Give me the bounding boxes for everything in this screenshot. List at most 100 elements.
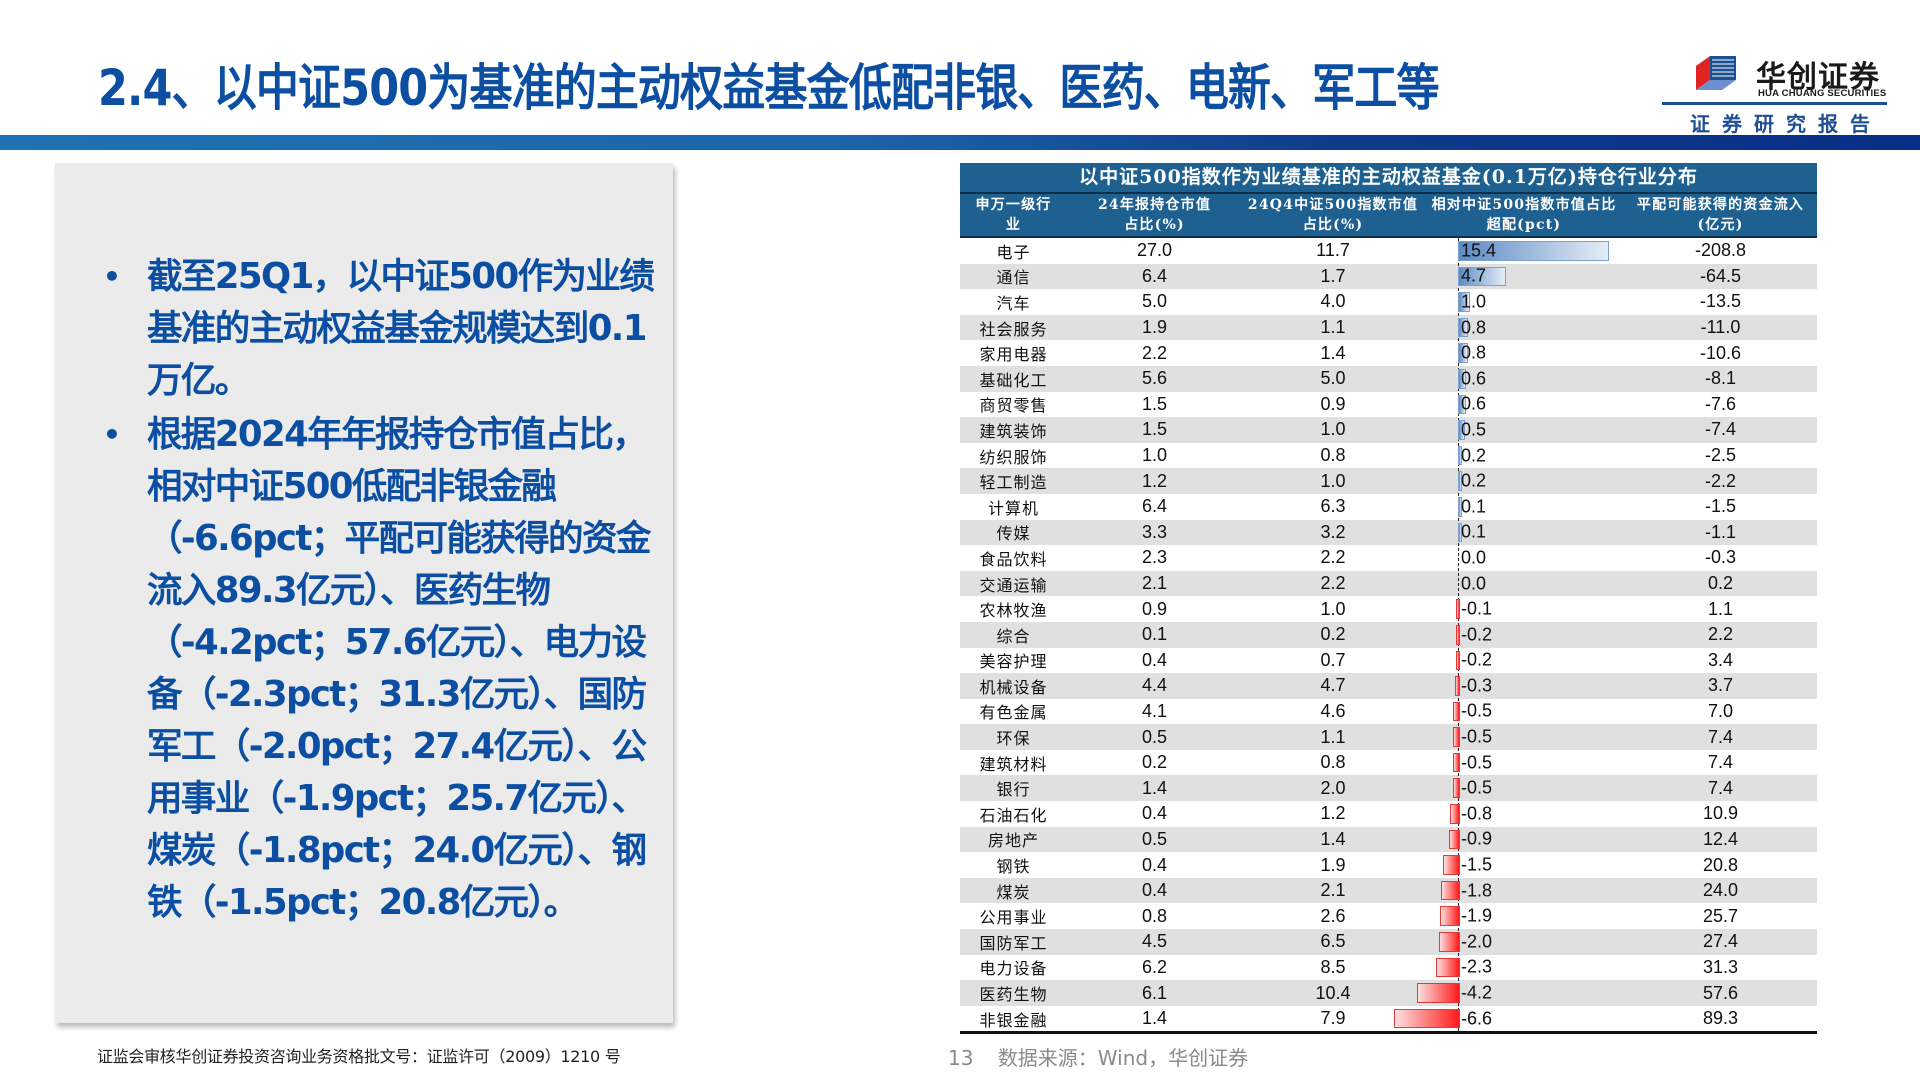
fund-weight-cell: 2.3 bbox=[1141, 547, 1168, 568]
fund-weight-cell: 6.2 bbox=[1141, 956, 1168, 977]
table-row: 医药生物 6.1 10.4 -4.2 57.6 bbox=[960, 980, 1817, 1006]
overweight-cell: 0.0 bbox=[1424, 571, 1624, 597]
fund-weight-cell: 1.4 bbox=[1141, 1008, 1168, 1029]
table-row: 基础化工 5.6 5.0 0.6 -8.1 bbox=[960, 365, 1817, 392]
data-bar bbox=[1458, 522, 1462, 543]
table-row: 美容护理 0.4 0.7 -0.2 3.4 bbox=[960, 648, 1817, 674]
fund-weight-cell: 0.2 bbox=[1141, 752, 1168, 773]
overweight-cell: 0.6 bbox=[1424, 366, 1624, 392]
overweight-value: -0.5 bbox=[1461, 752, 1493, 773]
overweight-value: 0.6 bbox=[1461, 368, 1487, 389]
overweight-value: -2.3 bbox=[1461, 956, 1493, 977]
inflow-cell: -8.1 bbox=[1704, 368, 1737, 389]
table-row: 交通运输 2.1 2.2 0.0 0.2 bbox=[960, 570, 1817, 597]
overweight-cell: 0.6 bbox=[1424, 392, 1624, 418]
industry-cell: 环保 bbox=[996, 729, 1031, 749]
index-weight-cell: 6.5 bbox=[1320, 931, 1346, 952]
index-weight-cell: 1.1 bbox=[1320, 726, 1346, 747]
table-row: 计算机 6.4 6.3 0.1 -1.5 bbox=[960, 494, 1817, 520]
inflow-cell: -10.6 bbox=[1699, 342, 1742, 363]
data-bar bbox=[1458, 420, 1465, 440]
bullet-item: • 截至25Q1，以中证500作为业绩基准的主动权益基金规模达到0.1万亿。 bbox=[103, 251, 663, 407]
industry-cell: 汽车 bbox=[996, 293, 1031, 313]
table-row: 轻工制造 1.2 1.0 0.2 -2.2 bbox=[960, 468, 1817, 494]
index-weight-cell: 11.7 bbox=[1316, 240, 1350, 261]
data-bar bbox=[1435, 957, 1460, 978]
fund-weight-cell: 6.1 bbox=[1141, 982, 1168, 1003]
index-weight-cell: 2.1 bbox=[1320, 880, 1346, 901]
index-weight-cell: 2.0 bbox=[1320, 777, 1346, 798]
index-weight-cell: 0.8 bbox=[1320, 752, 1346, 773]
industry-cell: 通信 bbox=[996, 268, 1031, 288]
data-bar bbox=[1458, 343, 1468, 363]
index-weight-cell: 1.0 bbox=[1320, 598, 1346, 619]
industry-cell: 综合 bbox=[996, 626, 1031, 646]
industry-cell: 国防军工 bbox=[979, 933, 1048, 953]
col-header-overweight: 相对中证500指数市值占比 超配(pct) bbox=[1431, 197, 1617, 233]
data-source: 13 数据来源：Wind，华创证券 bbox=[948, 1042, 1248, 1071]
overweight-value: 0.1 bbox=[1461, 496, 1487, 517]
data-bar bbox=[1438, 932, 1460, 952]
overweight-value: -1.8 bbox=[1461, 880, 1493, 901]
summary-panel: • 截至25Q1，以中证500作为业绩基准的主动权益基金规模达到0.1万亿。 •… bbox=[55, 163, 673, 1023]
bullet-text: 根据2024年年报持仓市值占比，相对中证500低配非银金融（-6.6pct；平配… bbox=[147, 414, 651, 923]
fund-weight-cell: 1.2 bbox=[1141, 470, 1168, 491]
index-weight-cell: 0.9 bbox=[1320, 393, 1346, 414]
logo-cube-icon bbox=[1696, 56, 1736, 90]
logo-divider bbox=[1662, 102, 1887, 105]
inflow-cell: 3.4 bbox=[1707, 649, 1734, 670]
overweight-cell: -4.2 bbox=[1417, 980, 1624, 1006]
table-row: 环保 0.5 1.1 -0.5 7.4 bbox=[960, 724, 1817, 750]
overweight-value: -4.2 bbox=[1461, 982, 1493, 1003]
industry-cell: 石油石化 bbox=[979, 805, 1048, 825]
inflow-cell: 10.9 bbox=[1702, 803, 1739, 824]
index-weight-cell: 0.8 bbox=[1320, 445, 1346, 466]
fund-weight-cell: 4.4 bbox=[1141, 675, 1168, 696]
fund-weight-cell: 1.0 bbox=[1141, 445, 1168, 466]
data-bar bbox=[1458, 445, 1462, 466]
overweight-value: -1.9 bbox=[1461, 905, 1493, 926]
table-row: 家用电器 2.2 1.4 0.8 -10.6 bbox=[960, 340, 1817, 366]
index-weight-cell: 5.0 bbox=[1320, 368, 1346, 389]
overweight-cell: 15.4 bbox=[1424, 238, 1624, 264]
overweight-value: -0.8 bbox=[1461, 803, 1493, 824]
license-note: 证监会审核华创证券投资咨询业务资格批文号：证监许可（2009）1210 号 bbox=[97, 1047, 621, 1066]
inflow-cell: -7.6 bbox=[1704, 393, 1737, 414]
data-bar bbox=[1458, 394, 1466, 415]
table-row: 电子 27.0 11.7 15.4 -208.8 bbox=[960, 238, 1817, 264]
col-header-index-weight: 24Q4中证500指数市值 占比(%) bbox=[1247, 197, 1419, 233]
table-row: 建筑材料 0.2 0.8 -0.5 7.4 bbox=[960, 750, 1817, 776]
overweight-value: -0.2 bbox=[1461, 649, 1493, 670]
fund-weight-cell: 0.4 bbox=[1141, 854, 1168, 875]
inflow-cell: 7.4 bbox=[1707, 777, 1734, 798]
data-bar bbox=[1456, 599, 1460, 619]
data-bar bbox=[1458, 241, 1610, 261]
data-bar bbox=[1458, 317, 1468, 338]
industry-cell: 钢铁 bbox=[996, 857, 1031, 877]
holdings-table: 以中证500指数作为业绩基准的主动权益基金(0.1万亿)持仓行业分布 申万一级行… bbox=[960, 163, 1817, 1035]
bullet-list: • 截至25Q1，以中证500作为业绩基准的主动权益基金规模达到0.1万亿。 •… bbox=[103, 251, 663, 931]
overweight-cell: 0.2 bbox=[1424, 468, 1624, 494]
overweight-cell: -1.5 bbox=[1424, 852, 1624, 878]
overweight-value: 0.5 bbox=[1461, 419, 1487, 440]
inflow-cell: 57.6 bbox=[1702, 982, 1739, 1003]
overweight-cell: -1.9 bbox=[1424, 903, 1624, 929]
bullet-dot-icon: • bbox=[103, 418, 121, 451]
overweight-value: 0.8 bbox=[1461, 342, 1487, 363]
inflow-cell: -208.8 bbox=[1694, 240, 1747, 261]
industry-cell: 传媒 bbox=[996, 524, 1031, 544]
inflow-cell: 7.0 bbox=[1707, 700, 1734, 721]
overweight-value: -0.1 bbox=[1461, 598, 1493, 619]
table-row: 国防军工 4.5 6.5 -2.0 27.4 bbox=[960, 929, 1817, 955]
overweight-cell: -0.5 bbox=[1424, 724, 1624, 750]
overweight-cell: -0.2 bbox=[1424, 648, 1624, 674]
overweight-cell: -2.0 bbox=[1424, 929, 1624, 955]
index-weight-cell: 4.6 bbox=[1320, 700, 1346, 721]
index-weight-cell: 1.4 bbox=[1320, 342, 1346, 363]
inflow-cell: 7.4 bbox=[1707, 726, 1734, 747]
fund-weight-cell: 0.5 bbox=[1141, 828, 1168, 849]
overweight-cell: -0.5 bbox=[1424, 750, 1624, 776]
inflow-cell: -2.5 bbox=[1704, 445, 1737, 466]
index-weight-cell: 4.0 bbox=[1320, 291, 1346, 312]
inflow-cell: 7.4 bbox=[1707, 752, 1734, 773]
